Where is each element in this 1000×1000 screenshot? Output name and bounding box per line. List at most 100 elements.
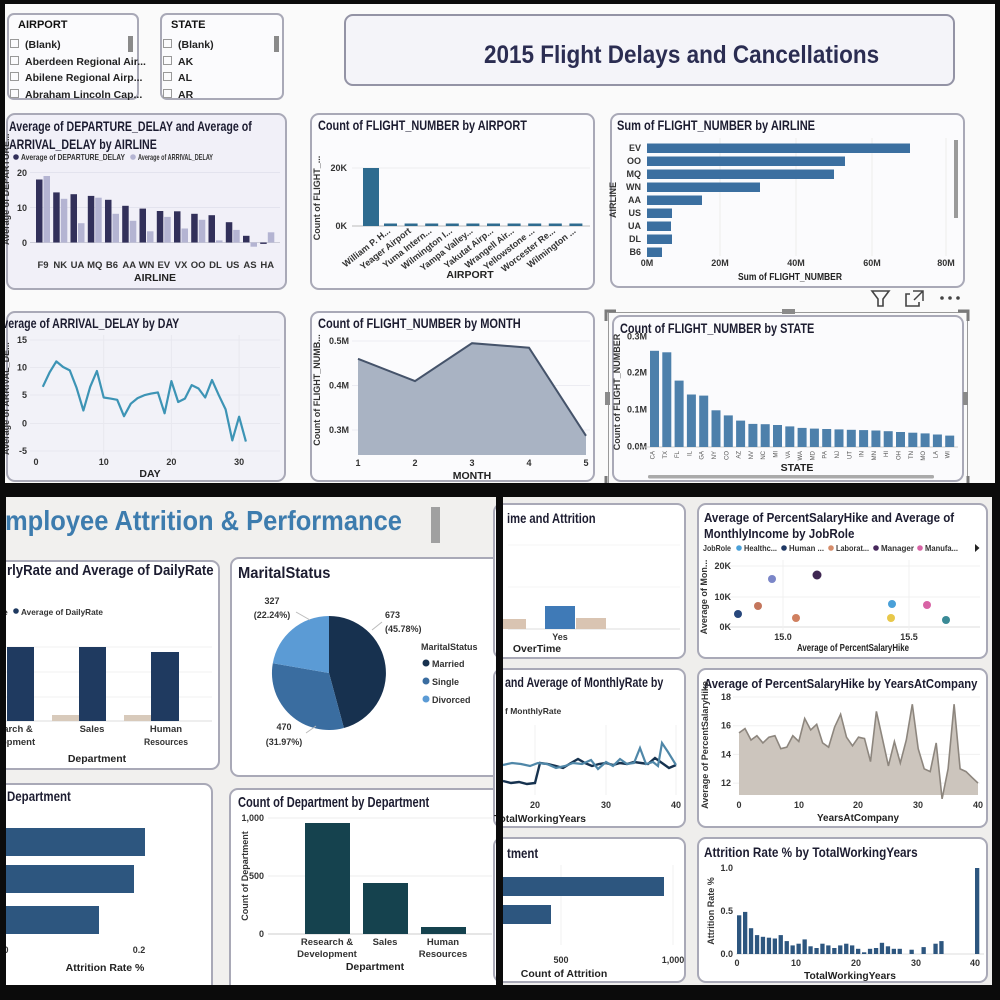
- svg-text:WA: WA: [798, 451, 804, 460]
- svg-text:WI: WI: [946, 451, 952, 459]
- svg-text:UA: UA: [71, 260, 85, 271]
- svg-text:Yes: Yes: [552, 632, 568, 642]
- svg-text:MN: MN: [872, 451, 878, 460]
- svg-text:arch &: arch &: [3, 724, 33, 735]
- svg-text:10: 10: [99, 457, 109, 467]
- svg-text:10K: 10K: [714, 592, 731, 602]
- svg-text:Human ...: Human ...: [789, 543, 824, 553]
- svg-text:CO: CO: [724, 451, 730, 460]
- svg-text:Average of DEPARTURE_DELAY: Average of DEPARTURE_DELAY: [21, 152, 125, 162]
- svg-text:F9: F9: [37, 260, 48, 271]
- svg-text:10: 10: [17, 203, 27, 213]
- svg-text:0.3M: 0.3M: [627, 332, 647, 342]
- svg-text:5: 5: [22, 390, 27, 400]
- svg-text:15.5: 15.5: [900, 632, 918, 642]
- svg-text:60M: 60M: [863, 258, 881, 268]
- svg-text:Department: Department: [68, 753, 127, 765]
- svg-text:Healthc...: Healthc...: [744, 543, 777, 553]
- svg-text:Average of Mon...: Average of Mon...: [699, 560, 709, 635]
- svg-text:Single: Single: [432, 677, 459, 687]
- svg-text:Human: Human: [427, 937, 459, 948]
- svg-text:VX: VX: [175, 260, 188, 271]
- svg-text:MQ: MQ: [87, 260, 102, 271]
- svg-text:DL: DL: [629, 234, 641, 244]
- svg-text:40M: 40M: [787, 258, 805, 268]
- svg-text:Count of Attrition: Count of Attrition: [521, 968, 608, 980]
- svg-text:US: US: [628, 208, 641, 218]
- svg-text:0.1M: 0.1M: [627, 405, 647, 415]
- svg-text:0.5: 0.5: [720, 906, 733, 916]
- svg-text:NV: NV: [749, 451, 755, 459]
- svg-text:1.0: 1.0: [720, 863, 733, 873]
- svg-text:NC: NC: [761, 450, 767, 459]
- svg-text:AA: AA: [122, 260, 136, 271]
- svg-text:Resources: Resources: [144, 737, 188, 748]
- svg-text:TotalWorkingYears: TotalWorkingYears: [494, 813, 586, 825]
- svg-text:opment: opment: [1, 737, 36, 748]
- svg-text:OO: OO: [191, 260, 206, 271]
- svg-text:STATE: STATE: [781, 462, 814, 474]
- svg-text:Attrition Rate %: Attrition Rate %: [706, 877, 716, 945]
- svg-text:0.3M: 0.3M: [329, 425, 349, 435]
- svg-text:0: 0: [259, 929, 264, 939]
- svg-text:MD: MD: [810, 450, 816, 460]
- svg-text:0M: 0M: [641, 258, 654, 268]
- svg-text:Manager: Manager: [881, 543, 915, 553]
- svg-text:20: 20: [530, 800, 540, 810]
- svg-text:0: 0: [734, 958, 739, 968]
- svg-text:AZ: AZ: [737, 451, 743, 459]
- svg-text:EV: EV: [629, 143, 641, 153]
- svg-text:EV: EV: [157, 260, 170, 271]
- svg-text:0: 0: [33, 457, 38, 467]
- svg-text:20M: 20M: [711, 258, 729, 268]
- svg-text:0: 0: [3, 945, 8, 955]
- svg-text:IL: IL: [687, 450, 693, 456]
- svg-text:Count of FLIGHT_NUMBER: Count of FLIGHT_NUMBER: [612, 333, 622, 450]
- svg-text:12: 12: [721, 778, 731, 788]
- svg-text:80M: 80M: [937, 258, 955, 268]
- svg-text:15.0: 15.0: [774, 632, 792, 642]
- svg-text:MI: MI: [774, 451, 780, 458]
- svg-text:500: 500: [249, 871, 264, 881]
- svg-text:LA: LA: [933, 451, 939, 458]
- svg-text:10: 10: [17, 363, 27, 373]
- svg-text:2: 2: [412, 458, 417, 468]
- svg-text:1: 1: [355, 458, 360, 468]
- svg-text:B6: B6: [106, 260, 118, 271]
- svg-text:Count of FLIGHT_NUMB...: Count of FLIGHT_NUMB...: [312, 334, 322, 445]
- svg-text:TX: TX: [663, 451, 669, 459]
- svg-text:OverTime: OverTime: [513, 643, 561, 655]
- svg-text:OH: OH: [897, 451, 903, 460]
- svg-text:20: 20: [853, 800, 863, 810]
- svg-text:1,000: 1,000: [241, 813, 264, 823]
- svg-text:GA: GA: [700, 451, 706, 460]
- svg-text:18: 18: [721, 692, 731, 702]
- svg-text:Attrition Rate %: Attrition Rate %: [66, 962, 145, 974]
- svg-text:WN: WN: [626, 182, 641, 192]
- svg-text:16: 16: [721, 721, 731, 731]
- svg-text:10: 10: [791, 958, 801, 968]
- svg-text:327: 327: [264, 596, 279, 606]
- svg-text:20: 20: [166, 457, 176, 467]
- svg-text:f MonthlyRate: f MonthlyRate: [505, 706, 561, 716]
- svg-text:Laborat...: Laborat...: [836, 543, 869, 553]
- svg-text:470: 470: [276, 722, 291, 732]
- svg-text:FL: FL: [675, 450, 681, 458]
- svg-text:Resources: Resources: [419, 949, 468, 960]
- svg-text:TN: TN: [909, 451, 915, 459]
- svg-text:10: 10: [794, 800, 804, 810]
- svg-text:Average of ARRIVAL_DE...: Average of ARRIVAL_DE...: [1, 342, 11, 455]
- svg-text:HA: HA: [260, 260, 274, 271]
- svg-text:40: 40: [671, 800, 681, 810]
- svg-text:DAY: DAY: [139, 468, 160, 480]
- svg-text:20: 20: [851, 958, 861, 968]
- svg-text:Department: Department: [346, 961, 405, 973]
- svg-text:Average of PercentSalaryHike: Average of PercentSalaryHike: [700, 681, 710, 809]
- svg-text:MONTH: MONTH: [453, 470, 492, 482]
- svg-text:AIRLINE: AIRLINE: [134, 272, 176, 284]
- svg-text:30: 30: [234, 457, 244, 467]
- svg-text:Sales: Sales: [373, 937, 398, 948]
- svg-text:OO: OO: [627, 156, 641, 166]
- svg-text:0.0: 0.0: [720, 949, 733, 959]
- svg-text:0.4M: 0.4M: [329, 381, 349, 391]
